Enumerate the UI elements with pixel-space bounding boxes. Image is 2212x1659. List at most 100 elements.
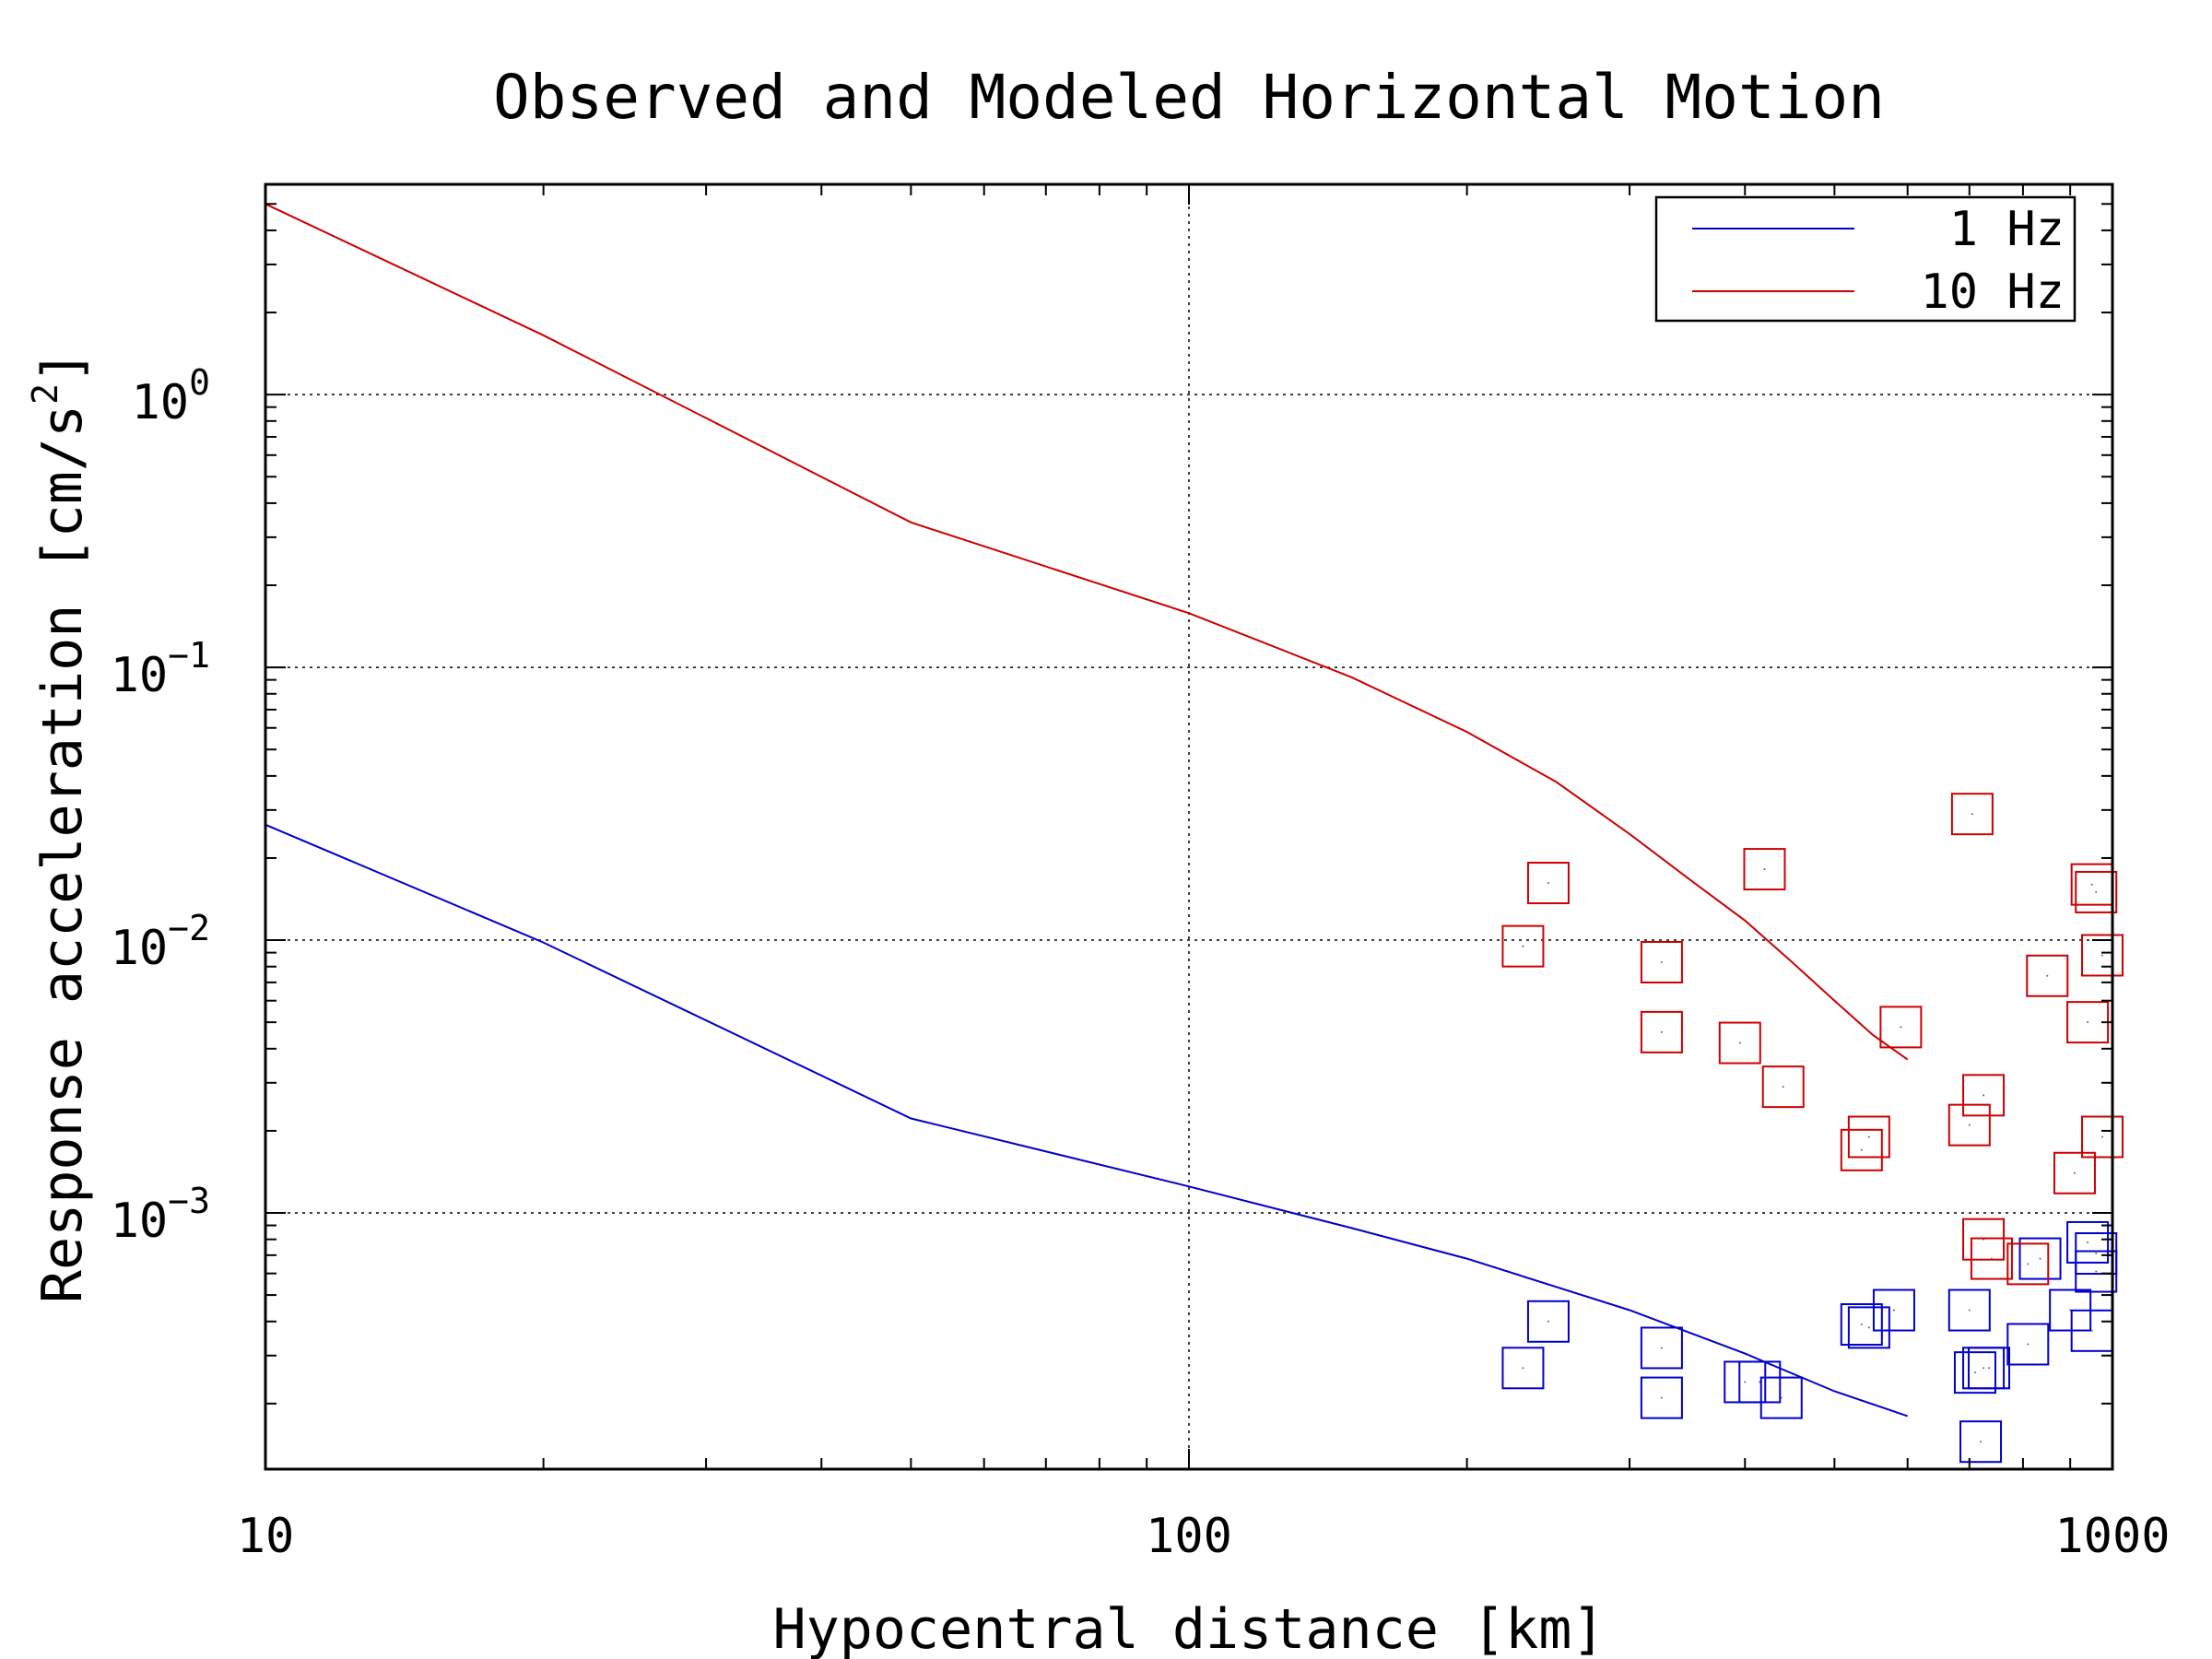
data-point-center <box>2095 890 2098 893</box>
data-point-center <box>1892 1309 1895 1312</box>
data-point-center <box>2027 1263 2030 1265</box>
data-point-center <box>2095 1253 2098 1255</box>
data-point-center <box>1780 1396 1783 1399</box>
data-point-center <box>1763 868 1766 871</box>
data-point <box>2075 870 2118 913</box>
data-point-center <box>1900 1026 1902 1029</box>
data-point-center <box>2087 1021 2089 1024</box>
data-point-center <box>2027 1343 2030 1346</box>
series-lines <box>265 203 1909 1418</box>
data-point <box>2018 1237 2062 1280</box>
x-tick-label: 100 <box>1146 1509 1232 1564</box>
data-point <box>1501 924 1545 968</box>
data-point <box>1761 1065 1805 1109</box>
data-point-center <box>1971 813 1973 816</box>
data-point-center <box>1738 1041 1741 1044</box>
legend: 1 Hz 10 Hz <box>1654 195 2077 323</box>
data-point-center <box>1973 1371 1976 1374</box>
data-point-center <box>1968 1124 1971 1126</box>
data-point-center <box>1660 1030 1663 1033</box>
data-point-center <box>2100 1135 2103 1138</box>
data-point <box>2066 1220 2110 1264</box>
data-point-center <box>1980 1441 1983 1443</box>
data-point <box>1640 941 1683 984</box>
data-point-center <box>1988 1367 1991 1370</box>
data-point <box>1759 1376 1803 1419</box>
y-axis-label: Response acceleration [cm/s2] <box>25 350 95 1303</box>
x-tick-label: 10 <box>237 1509 295 1564</box>
data-point <box>1526 1300 1570 1343</box>
data-point <box>2080 1115 2124 1159</box>
y-axis-label-sup: 2 <box>25 383 65 405</box>
data-point-center <box>1983 1094 1985 1097</box>
data-point <box>2006 1242 2050 1286</box>
data-point <box>1840 1128 1883 1171</box>
y-tick-label: 100 <box>131 362 210 430</box>
y-tick-exp: −2 <box>168 908 210 948</box>
data-point <box>2053 1151 2096 1194</box>
data-point <box>2075 1250 2118 1293</box>
data-point-center <box>1983 1367 1985 1370</box>
y-tick-exp: −3 <box>168 1181 210 1221</box>
data-point-center <box>2100 954 2103 957</box>
data-point <box>1847 1306 1890 1349</box>
y-axis-label-end: ] <box>30 350 95 383</box>
legend-label: 1 Hz <box>1949 202 2065 257</box>
legend-box <box>1654 195 2077 323</box>
y-tick-exp: −1 <box>168 635 210 676</box>
data-point-center <box>1522 1367 1524 1370</box>
data-point <box>1640 1376 1683 1419</box>
data-point-center <box>1782 1086 1784 1088</box>
data-point-center <box>1867 1135 1870 1138</box>
data-point <box>1950 793 1994 836</box>
data-point <box>2006 1323 2050 1366</box>
data-point <box>1840 1303 1883 1347</box>
grid <box>265 184 2112 1469</box>
data-point-center <box>1867 1326 1870 1329</box>
legend-label: 10 Hz <box>1920 265 2065 320</box>
data-point <box>1847 1115 1890 1159</box>
data-point-center <box>2095 1270 2098 1273</box>
data-point <box>1738 1360 1782 1404</box>
data-point <box>1970 1237 2013 1280</box>
y-tick-base: 10 <box>111 648 169 703</box>
data-point-center <box>1660 1347 1663 1349</box>
data-point <box>1947 1288 1991 1332</box>
y-tick-base: 10 <box>131 375 189 430</box>
data-point-center <box>2073 1171 2076 1174</box>
data-point <box>1959 1420 2003 1464</box>
data-point <box>1962 1218 2006 1261</box>
data-point <box>2080 934 2124 977</box>
data-point-center <box>2069 1309 2072 1312</box>
data-point <box>1501 1347 1545 1390</box>
series-line-0 <box>265 823 1909 1418</box>
markers <box>1501 793 2124 1464</box>
data-point-center <box>2090 1329 2093 1332</box>
data-point <box>2026 954 2069 997</box>
y-tick-base: 10 <box>111 1194 169 1249</box>
minor-ticks <box>265 184 2112 1469</box>
data-point-center <box>1660 961 1663 964</box>
data-point <box>1953 1351 1996 1394</box>
data-point <box>1962 1074 2006 1117</box>
x-axis-label: Hypocentral distance [km] <box>772 1597 1605 1659</box>
data-point-center <box>1522 945 1524 947</box>
data-point <box>1947 1103 1991 1147</box>
y-axis-label-main: Response acceleration [cm/s <box>30 405 95 1303</box>
data-point-center <box>1990 1257 1993 1260</box>
data-point-center <box>1547 1320 1549 1323</box>
data-point-center <box>1860 1148 1863 1151</box>
data-point-center <box>2087 1241 2089 1243</box>
x-tick-labels: 10 100 1000 <box>237 1509 2171 1564</box>
data-point <box>1879 1006 1923 1049</box>
y-tick-label: 10−2 <box>111 908 210 976</box>
data-point <box>1718 1021 1761 1065</box>
data-point <box>1743 848 1786 891</box>
data-point <box>1968 1347 2011 1390</box>
y-tick-label: 10−1 <box>111 635 210 703</box>
data-point-center <box>1744 1381 1747 1383</box>
data-point-center <box>1547 882 1549 885</box>
data-point <box>1526 862 1570 905</box>
